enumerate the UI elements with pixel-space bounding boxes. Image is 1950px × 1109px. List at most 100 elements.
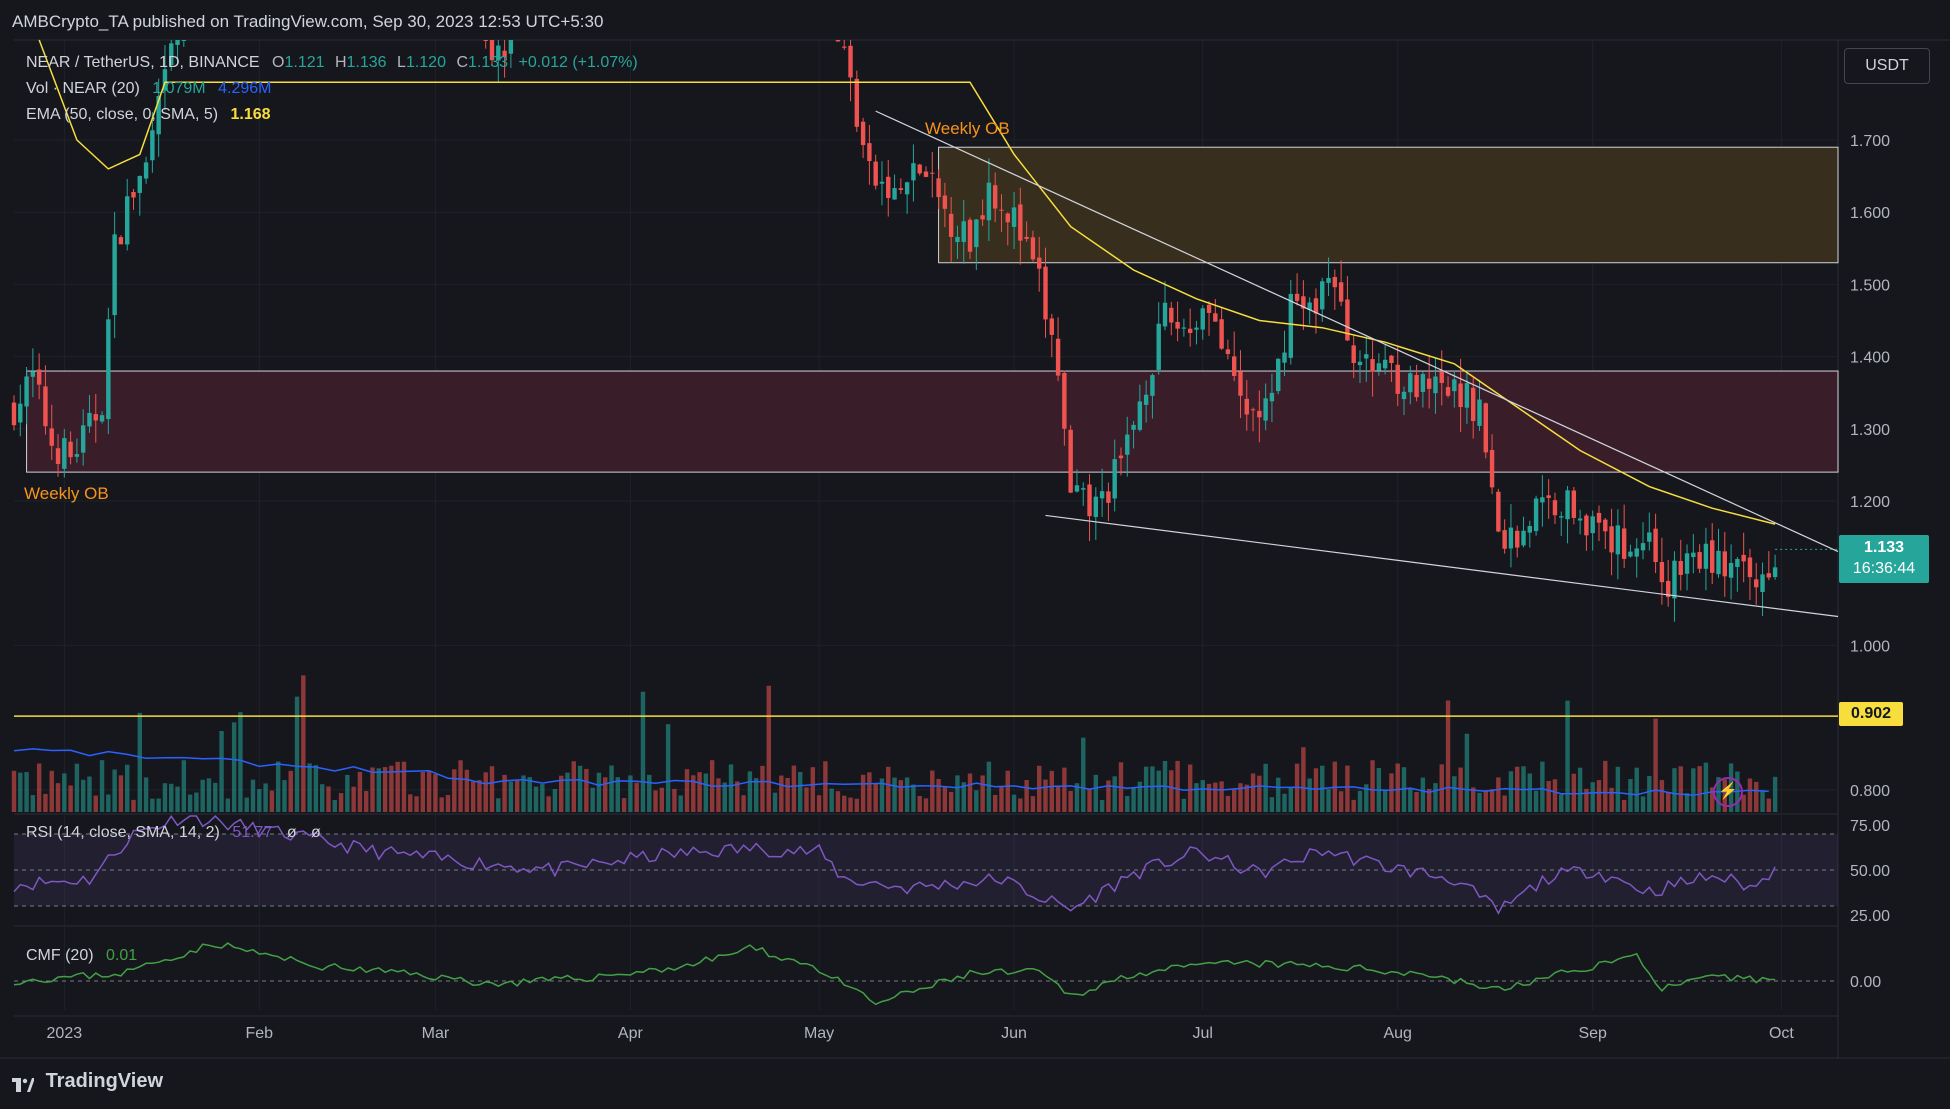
volume-bar — [1596, 780, 1602, 812]
candle-body — [1464, 383, 1470, 408]
volume-bar — [351, 786, 356, 812]
volume-bar — [1200, 780, 1205, 812]
candle-body — [1219, 319, 1224, 349]
close-value: 1.133 — [468, 54, 509, 71]
candle-body — [930, 172, 935, 174]
cmf-value: 0.01 — [106, 947, 138, 964]
volume-bar — [275, 761, 281, 812]
volume-bar — [703, 773, 709, 812]
candle-body — [508, 40, 514, 54]
volume-bar — [118, 775, 124, 812]
volume-bar — [1037, 765, 1042, 812]
cmf-label[interactable]: CMF (20) — [26, 947, 94, 964]
candle-body — [1546, 495, 1551, 498]
volume-bar — [1382, 789, 1388, 812]
volume-bar — [1357, 790, 1363, 812]
candle-body — [1282, 352, 1287, 363]
candle-body — [967, 219, 973, 252]
candle-body — [1420, 374, 1426, 392]
volume-bar — [112, 769, 117, 812]
candle-body — [1301, 296, 1306, 309]
price-tick-label: 1.200 — [1850, 494, 1890, 511]
volume-bar — [1483, 790, 1488, 812]
candle-body — [1313, 298, 1319, 314]
volume-bar — [332, 799, 337, 812]
candle-body — [1244, 398, 1249, 415]
volume-ma-line — [13, 748, 1769, 797]
candle-body — [1320, 281, 1325, 310]
volume-bar — [244, 797, 249, 812]
candle-body — [898, 188, 904, 191]
level-badge: 0.902 — [1839, 702, 1903, 726]
candle-body — [1401, 391, 1407, 400]
candle-body — [1502, 530, 1507, 549]
chart-overlays — [14, 39, 1839, 717]
volume-bar — [942, 786, 948, 812]
volume-bar — [420, 771, 426, 812]
current-price: 1.133 — [1863, 539, 1905, 556]
ema-label[interactable]: EMA (50, close, 0, SMA, 5) — [26, 106, 219, 123]
high-value: 1.136 — [346, 54, 387, 71]
currency-button[interactable]: USDT — [1844, 48, 1930, 84]
symbol-label[interactable]: NEAR / TetherUS, 1D, BINANCE — [26, 54, 260, 71]
candle-body — [1250, 409, 1256, 411]
volume-bar — [1074, 783, 1080, 812]
candle-body — [1332, 276, 1338, 288]
candle-body — [1684, 553, 1690, 574]
current-price-badge: 1.133 16:36:44 — [1839, 535, 1929, 583]
open-label: O — [272, 54, 285, 71]
volume-bar — [577, 765, 583, 812]
volume-bar — [1257, 775, 1262, 812]
candle-body — [1527, 526, 1533, 533]
symbol-legend: NEAR / TetherUS, 1D, BINANCE O1.121 H1.1… — [26, 54, 638, 72]
volume-bar — [1301, 747, 1306, 812]
volume-bar — [1672, 768, 1677, 812]
candle-body — [1175, 321, 1180, 329]
rsi-label[interactable]: RSI (14, close, SMA, 14, 2) — [26, 824, 220, 841]
change-value: +0.012 (+1.07%) — [518, 54, 638, 71]
time-tick-label: Feb — [246, 1025, 274, 1042]
candle-body — [1018, 204, 1023, 241]
candle-body — [1577, 518, 1583, 521]
trendline-2 — [1045, 514, 1839, 618]
candle-body — [1169, 307, 1174, 323]
ema-legend: EMA (50, close, 0, SMA, 5) 1.168 — [26, 106, 271, 124]
volume-bar — [18, 772, 23, 812]
volume-bar — [1439, 764, 1444, 812]
candle-body — [1181, 327, 1187, 329]
rsi-line — [13, 814, 1776, 915]
candle-body — [1439, 371, 1444, 383]
candle-body — [1452, 379, 1457, 392]
volume-bar — [326, 786, 331, 812]
candle-body — [948, 213, 954, 237]
candle-body — [1766, 573, 1772, 578]
candle-body — [842, 46, 847, 48]
volume-bar — [1420, 777, 1426, 812]
volume-label[interactable]: Vol · NEAR (20) — [26, 80, 140, 97]
candle-body — [1628, 551, 1633, 557]
volume-bar — [364, 791, 369, 812]
candle-body — [1540, 497, 1545, 503]
volume-bar — [514, 780, 520, 812]
volume-bar — [1754, 781, 1759, 812]
candle-body — [1338, 282, 1344, 302]
candle-body — [1043, 266, 1048, 320]
volume-bar — [1552, 779, 1558, 812]
volume-bar — [345, 774, 350, 812]
candle-body — [942, 195, 948, 209]
volume-bar — [1018, 798, 1023, 812]
volume-bar — [169, 783, 174, 812]
candle-body — [1426, 378, 1432, 389]
rsi-tick-label: 50.00 — [1850, 863, 1890, 880]
volume-bar — [898, 780, 904, 812]
candle-body — [169, 43, 174, 66]
volume-bar — [1238, 783, 1243, 812]
volume-bar — [452, 769, 457, 812]
candle-body — [30, 371, 36, 377]
lightning-icon[interactable]: ⚡ — [1713, 777, 1743, 807]
volume-bar — [1269, 797, 1275, 812]
volume-bar — [967, 773, 973, 812]
candle-body — [1370, 359, 1375, 372]
volume-bar — [11, 770, 17, 812]
